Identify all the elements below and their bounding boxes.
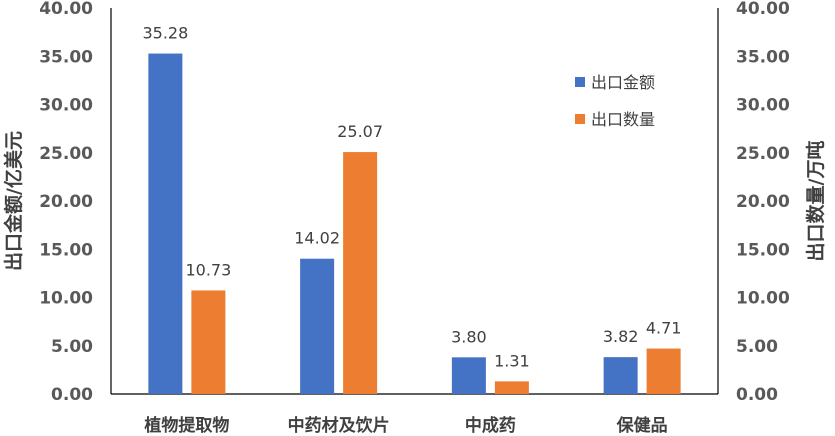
right-tick-label: 40.00: [736, 0, 790, 19]
data-label: 3.82: [603, 327, 639, 346]
legend-label-amount: 出口金额: [591, 73, 655, 92]
bar-export-amount: [148, 53, 183, 394]
legend: 出口金额 出口数量: [575, 73, 655, 129]
right-tick-labels: 0.00 5.00 10.00 15.00 20.00 25.00 30.00 35.00 40…: [736, 0, 790, 405]
bar-export-amount: [603, 357, 638, 394]
category-label: 中成药: [465, 415, 516, 436]
category-label: 中药材及饮片: [288, 415, 390, 436]
data-label: 1.31: [494, 351, 530, 370]
data-label: 35.28: [142, 24, 188, 43]
bar-export-amount: [451, 357, 486, 394]
data-label: 14.02: [294, 229, 340, 248]
left-tick-label: 0.00: [51, 385, 93, 405]
left-tick-label: 35.00: [39, 47, 93, 67]
data-label: 3.80: [451, 327, 487, 346]
left-tick-label: 30.00: [39, 96, 93, 116]
left-tick-label: 20.00: [39, 192, 93, 212]
right-tick-label: 15.00: [736, 240, 790, 260]
left-tick-label: 15.00: [39, 240, 93, 260]
data-labels: 35.28 10.73 14.02 25.07 3.80 1.31 3.82 4.71: [142, 24, 681, 371]
bars-layer: [148, 53, 681, 394]
right-tick-label: 30.00: [736, 96, 790, 116]
bar-export-quantity: [191, 290, 226, 394]
data-label: 25.07: [337, 122, 383, 141]
data-label: 10.73: [185, 260, 231, 279]
bar-export-quantity: [343, 152, 378, 394]
category-label: 保健品: [616, 415, 668, 436]
right-axis-title: 出口数量/万吨: [804, 141, 827, 262]
category-label: 植物提取物: [144, 415, 229, 436]
left-tick-label: 10.00: [39, 289, 93, 309]
left-tick-label: 25.00: [39, 144, 93, 164]
data-label: 4.71: [646, 319, 682, 338]
left-tick-labels: 0.00 5.00 10.00 15.00 20.00 25.00 30.00 35.00 40…: [39, 0, 93, 405]
legend-swatch-amount: [575, 77, 585, 87]
left-tick-label: 40.00: [39, 0, 93, 19]
bar-export-quantity: [646, 348, 681, 394]
legend-label-quantity: 出口数量: [591, 110, 655, 129]
right-tick-label: 5.00: [736, 337, 778, 357]
legend-swatch-quantity: [575, 114, 585, 124]
left-axis-title: 出口金额/亿美元: [2, 131, 25, 271]
right-tick-label: 0.00: [736, 385, 778, 405]
right-tick-label: 35.00: [736, 47, 790, 67]
right-tick-label: 25.00: [736, 144, 790, 164]
right-tick-label: 10.00: [736, 289, 790, 309]
bar-export-amount: [300, 258, 335, 394]
bar-export-quantity: [494, 381, 529, 394]
right-tick-label: 20.00: [736, 192, 790, 212]
left-tick-label: 5.00: [51, 337, 93, 357]
category-labels: 植物提取物 中药材及饮片 中成药 保健品: [144, 415, 667, 436]
